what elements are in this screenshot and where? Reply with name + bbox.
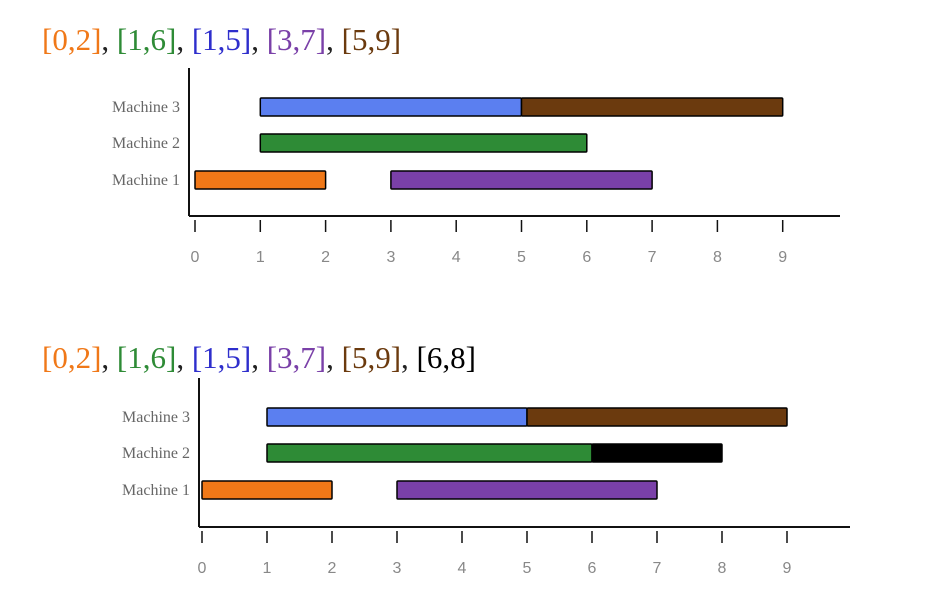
row-label: Machine 2 xyxy=(112,135,180,152)
title-separator: , xyxy=(101,340,117,375)
x-tick-label: 8 xyxy=(713,249,722,266)
title-separator: , xyxy=(401,340,417,375)
interval-bar xyxy=(396,480,658,500)
chart-title-top: [0,2], [1,6], [1,5], [3,7], [5,9] xyxy=(42,24,401,55)
x-tick-label: 4 xyxy=(458,560,467,577)
x-tick-label: 3 xyxy=(393,560,402,577)
title-interval: [0,2] xyxy=(42,340,102,375)
title-interval: [6,8] xyxy=(416,340,476,375)
title-interval: [1,5] xyxy=(191,22,252,57)
gantt-chart-top: Machine 3 Machine 2 Machine 1 0 1 2 3 4 5 6 7 8 9 xyxy=(112,68,840,266)
title-separator: , xyxy=(326,340,342,375)
x-tick-label: 5 xyxy=(523,560,532,577)
x-tick-label: 9 xyxy=(783,560,792,577)
x-tick-label: 0 xyxy=(198,560,207,577)
title-separator: , xyxy=(251,340,267,375)
interval-bar xyxy=(526,407,788,427)
x-tick-label: 6 xyxy=(588,560,597,577)
title-interval: [3,7] xyxy=(266,22,327,57)
title-separator: , xyxy=(176,22,192,57)
gantt-chart-bottom: Machine 3 Machine 2 Machine 1 0 1 2 3 4 5 6 7 8 9 xyxy=(122,378,850,577)
title-separator: , xyxy=(176,340,192,375)
x-tick-label: 0 xyxy=(191,249,200,266)
row-label: Machine 3 xyxy=(112,99,180,116)
x-tick-label: 3 xyxy=(386,249,395,266)
interval-bar xyxy=(390,170,653,190)
x-tick-label: 1 xyxy=(263,560,272,577)
title-interval: [1,6] xyxy=(116,340,177,375)
interval-bar xyxy=(259,133,588,153)
x-tick-label: 7 xyxy=(653,560,662,577)
x-tick-label: 2 xyxy=(328,560,337,577)
interval-bar xyxy=(266,407,528,427)
title-separator: , xyxy=(251,22,267,57)
title-interval: [3,7] xyxy=(266,340,327,375)
title-interval: [1,6] xyxy=(116,22,177,57)
x-tick-label: 1 xyxy=(256,249,265,266)
row-label: Machine 1 xyxy=(122,482,190,499)
interval-bar xyxy=(520,97,784,117)
interval-bar xyxy=(194,170,327,190)
title-interval: [1,5] xyxy=(191,340,252,375)
chart-title-bottom: [0,2], [1,6], [1,5], [3,7], [5,9], [6,8] xyxy=(42,342,476,373)
title-interval: [5,9] xyxy=(341,340,402,375)
x-tick-label: 7 xyxy=(648,249,657,266)
row-label: Machine 2 xyxy=(122,445,190,462)
x-tick-label: 9 xyxy=(778,249,787,266)
x-tick-label: 6 xyxy=(582,249,591,266)
row-label: Machine 3 xyxy=(122,409,190,426)
x-tick-label: 4 xyxy=(452,249,461,266)
title-interval: [5,9] xyxy=(341,22,402,57)
x-tick-label: 8 xyxy=(718,560,727,577)
title-interval: [0,2] xyxy=(42,22,102,57)
x-tick-label: 2 xyxy=(321,249,330,266)
title-separator: , xyxy=(326,22,342,57)
interval-bar xyxy=(266,443,593,463)
title-separator: , xyxy=(101,22,117,57)
interval-bar xyxy=(201,480,333,500)
x-tick-label: 5 xyxy=(517,249,526,266)
interval-bar xyxy=(591,443,723,463)
interval-bar xyxy=(259,97,523,117)
row-label: Machine 1 xyxy=(112,172,180,189)
